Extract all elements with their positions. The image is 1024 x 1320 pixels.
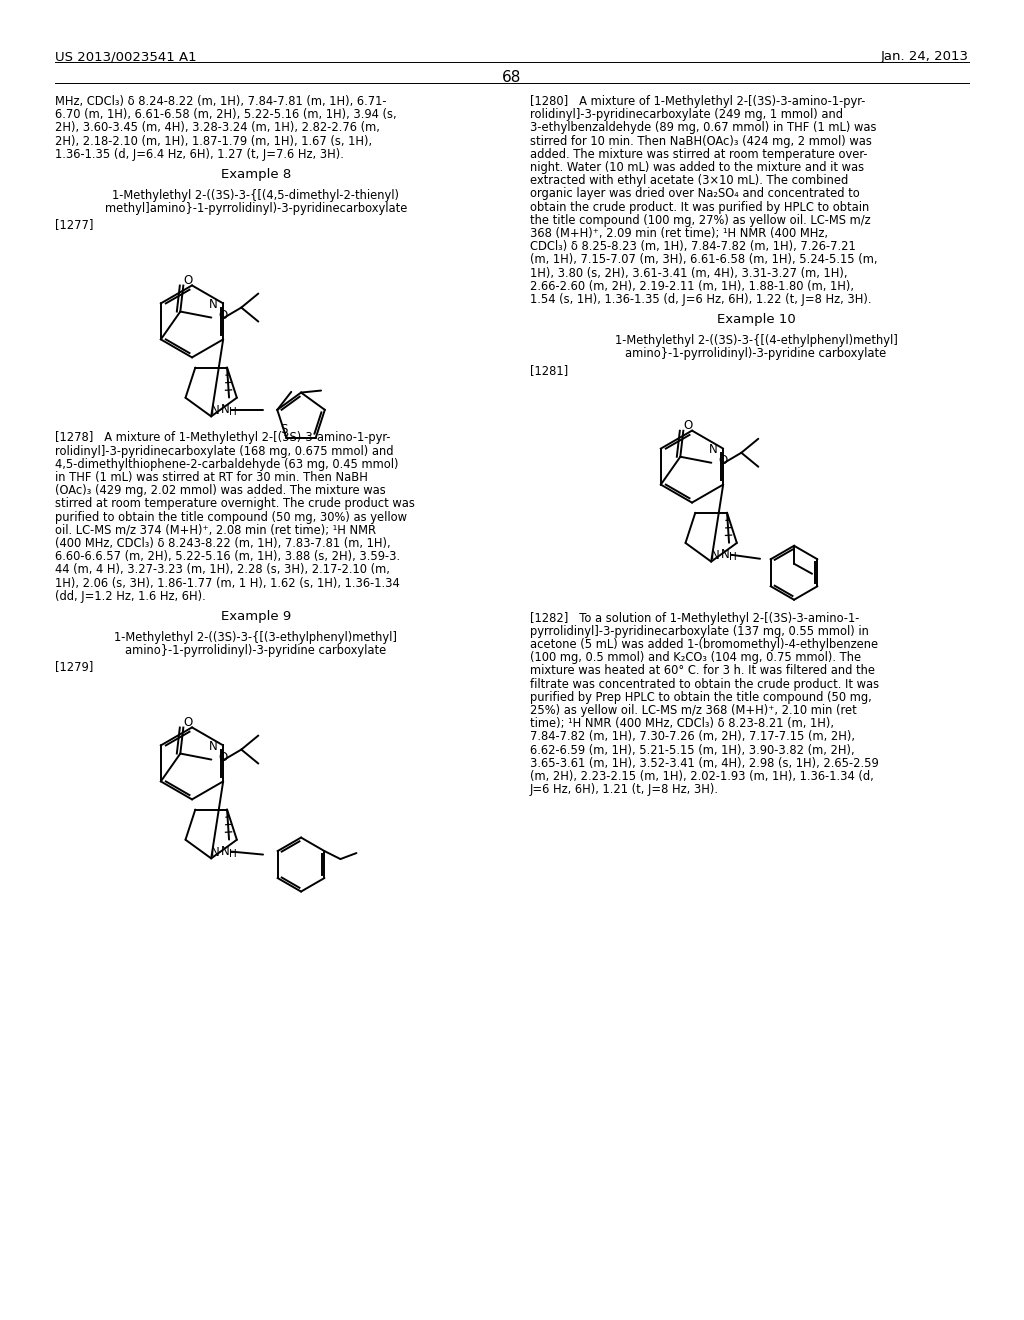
Text: methyl]amino}-1-pyrrolidinyl)-3-pyridinecarboxylate: methyl]amino}-1-pyrrolidinyl)-3-pyridine… xyxy=(104,202,408,215)
Text: [1281]: [1281] xyxy=(530,363,568,376)
Text: 6.70 (m, 1H), 6.61-6.58 (m, 2H), 5.22-5.16 (m, 1H), 3.94 (s,: 6.70 (m, 1H), 6.61-6.58 (m, 2H), 5.22-5.… xyxy=(55,108,396,121)
Text: mixture was heated at 60° C. for 3 h. It was filtered and the: mixture was heated at 60° C. for 3 h. It… xyxy=(530,664,874,677)
Text: rolidinyl]-3-pyridinecarboxylate (168 mg, 0.675 mmol) and: rolidinyl]-3-pyridinecarboxylate (168 mg… xyxy=(55,445,393,458)
Text: 25%) as yellow oil. LC-MS m/z 368 (M+H)⁺, 2.10 min (ret: 25%) as yellow oil. LC-MS m/z 368 (M+H)⁺… xyxy=(530,704,857,717)
Text: 1-Methylethyl 2-((3S)-3-{[(4,5-dimethyl-2-thienyl): 1-Methylethyl 2-((3S)-3-{[(4,5-dimethyl-… xyxy=(113,189,399,202)
Text: organic layer was dried over Na₂SO₄ and concentrated to: organic layer was dried over Na₂SO₄ and … xyxy=(530,187,860,201)
Text: [1277]: [1277] xyxy=(55,218,93,231)
Text: night. Water (10 mL) was added to the mixture and it was: night. Water (10 mL) was added to the mi… xyxy=(530,161,864,174)
Text: N: N xyxy=(221,403,229,416)
Text: H: H xyxy=(229,849,237,858)
Text: J=6 Hz, 6H), 1.21 (t, J=8 Hz, 3H).: J=6 Hz, 6H), 1.21 (t, J=8 Hz, 3H). xyxy=(530,783,719,796)
Text: CDCl₃) δ 8.25-8.23 (m, 1H), 7.84-7.82 (m, 1H), 7.26-7.21: CDCl₃) δ 8.25-8.23 (m, 1H), 7.84-7.82 (m… xyxy=(530,240,856,253)
Text: 3.65-3.61 (m, 1H), 3.52-3.41 (m, 4H), 2.98 (s, 1H), 2.65-2.59: 3.65-3.61 (m, 1H), 3.52-3.41 (m, 4H), 2.… xyxy=(530,756,879,770)
Text: N: N xyxy=(211,404,219,417)
Text: (100 mg, 0.5 mmol) and K₂CO₃ (104 mg, 0.75 mmol). The: (100 mg, 0.5 mmol) and K₂CO₃ (104 mg, 0.… xyxy=(530,651,861,664)
Text: obtain the crude product. It was purified by HPLC to obtain: obtain the crude product. It was purifie… xyxy=(530,201,869,214)
Text: 7.84-7.82 (m, 1H), 7.30-7.26 (m, 2H), 7.17-7.15 (m, 2H),: 7.84-7.82 (m, 1H), 7.30-7.26 (m, 2H), 7.… xyxy=(530,730,855,743)
Text: O: O xyxy=(684,420,693,432)
Text: purified to obtain the title compound (50 mg, 30%) as yellow: purified to obtain the title compound (5… xyxy=(55,511,407,524)
Text: 1.54 (s, 1H), 1.36-1.35 (d, J=6 Hz, 6H), 1.22 (t, J=8 Hz, 3H).: 1.54 (s, 1H), 1.36-1.35 (d, J=6 Hz, 6H),… xyxy=(530,293,871,306)
Text: 2H), 2.18-2.10 (m, 1H), 1.87-1.79 (m, 1H), 1.67 (s, 1H),: 2H), 2.18-2.10 (m, 1H), 1.87-1.79 (m, 1H… xyxy=(55,135,372,148)
Text: (400 MHz, CDCl₃) δ 8.243-8.22 (m, 1H), 7.83-7.81 (m, 1H),: (400 MHz, CDCl₃) δ 8.243-8.22 (m, 1H), 7… xyxy=(55,537,390,550)
Text: [1280]   A mixture of 1-Methylethyl 2-[(3S)-3-amino-1-pyr-: [1280] A mixture of 1-Methylethyl 2-[(3S… xyxy=(530,95,865,108)
Text: 44 (m, 4 H), 3.27-3.23 (m, 1H), 2.28 (s, 3H), 2.17-2.10 (m,: 44 (m, 4 H), 3.27-3.23 (m, 1H), 2.28 (s,… xyxy=(55,564,390,577)
Text: O: O xyxy=(183,715,193,729)
Text: H: H xyxy=(729,552,737,562)
Text: N: N xyxy=(211,846,219,859)
Text: O: O xyxy=(218,751,227,764)
Text: O: O xyxy=(718,454,728,467)
Text: 368 (M+H)⁺, 2.09 min (ret time); ¹H NMR (400 MHz,: 368 (M+H)⁺, 2.09 min (ret time); ¹H NMR … xyxy=(530,227,828,240)
Text: 1H), 3.80 (s, 2H), 3.61-3.41 (m, 4H), 3.31-3.27 (m, 1H),: 1H), 3.80 (s, 2H), 3.61-3.41 (m, 4H), 3.… xyxy=(530,267,848,280)
Text: amino}-1-pyrrolidinyl)-3-pyridine carboxylate: amino}-1-pyrrolidinyl)-3-pyridine carbox… xyxy=(626,347,887,360)
Text: N: N xyxy=(209,741,217,752)
Text: N: N xyxy=(209,298,217,312)
Text: rolidinyl]-3-pyridinecarboxylate (249 mg, 1 mmol) and: rolidinyl]-3-pyridinecarboxylate (249 mg… xyxy=(530,108,843,121)
Text: MHz, CDCl₃) δ 8.24-8.22 (m, 1H), 7.84-7.81 (m, 1H), 6.71-: MHz, CDCl₃) δ 8.24-8.22 (m, 1H), 7.84-7.… xyxy=(55,95,386,108)
Text: H: H xyxy=(229,407,237,417)
Text: Example 10: Example 10 xyxy=(717,313,796,326)
Text: (m, 2H), 2.23-2.15 (m, 1H), 2.02-1.93 (m, 1H), 1.36-1.34 (d,: (m, 2H), 2.23-2.15 (m, 1H), 2.02-1.93 (m… xyxy=(530,770,873,783)
Text: 6.62-6.59 (m, 1H), 5.21-5.15 (m, 1H), 3.90-3.82 (m, 2H),: 6.62-6.59 (m, 1H), 5.21-5.15 (m, 1H), 3.… xyxy=(530,743,855,756)
Text: extracted with ethyl acetate (3×10 mL). The combined: extracted with ethyl acetate (3×10 mL). … xyxy=(530,174,848,187)
Text: US 2013/0023541 A1: US 2013/0023541 A1 xyxy=(55,50,197,63)
Text: 6.60-6.6.57 (m, 2H), 5.22-5.16 (m, 1H), 3.88 (s, 2H), 3.59-3.: 6.60-6.6.57 (m, 2H), 5.22-5.16 (m, 1H), … xyxy=(55,550,400,564)
Text: 4,5-dimethylthiophene-2-carbaldehyde (63 mg, 0.45 mmol): 4,5-dimethylthiophene-2-carbaldehyde (63… xyxy=(55,458,398,471)
Text: time); ¹H NMR (400 MHz, CDCl₃) δ 8.23-8.21 (m, 1H),: time); ¹H NMR (400 MHz, CDCl₃) δ 8.23-8.… xyxy=(530,717,834,730)
Text: 1H), 2.06 (s, 3H), 1.86-1.77 (m, 1 H), 1.62 (s, 1H), 1.36-1.34: 1H), 2.06 (s, 3H), 1.86-1.77 (m, 1 H), 1… xyxy=(55,577,399,590)
Text: N: N xyxy=(721,548,729,561)
Text: 1-Methylethyl 2-((3S)-3-{[(4-ethylphenyl)methyl]: 1-Methylethyl 2-((3S)-3-{[(4-ethylphenyl… xyxy=(614,334,897,347)
Text: O: O xyxy=(183,275,193,286)
Text: [1282]   To a solution of 1-Methylethyl 2-[(3S)-3-amino-1-: [1282] To a solution of 1-Methylethyl 2-… xyxy=(530,611,859,624)
Text: Example 8: Example 8 xyxy=(221,168,291,181)
Text: [1279]: [1279] xyxy=(55,660,93,673)
Text: added. The mixture was stirred at room temperature over-: added. The mixture was stirred at room t… xyxy=(530,148,867,161)
Text: 2H), 3.60-3.45 (m, 4H), 3.28-3.24 (m, 1H), 2.82-2.76 (m,: 2H), 3.60-3.45 (m, 4H), 3.28-3.24 (m, 1H… xyxy=(55,121,380,135)
Text: N: N xyxy=(711,549,720,562)
Text: stirred for 10 min. Then NaBH(OAc)₃ (424 mg, 2 mmol) was: stirred for 10 min. Then NaBH(OAc)₃ (424… xyxy=(530,135,871,148)
Text: [1278]   A mixture of 1-Methylethyl 2-[(3S)-3-amino-1-pyr-: [1278] A mixture of 1-Methylethyl 2-[(3S… xyxy=(55,432,390,445)
Text: (OAc)₃ (429 mg, 2.02 mmol) was added. The mixture was: (OAc)₃ (429 mg, 2.02 mmol) was added. Th… xyxy=(55,484,386,498)
Text: 2.66-2.60 (m, 2H), 2.19-2.11 (m, 1H), 1.88-1.80 (m, 1H),: 2.66-2.60 (m, 2H), 2.19-2.11 (m, 1H), 1.… xyxy=(530,280,854,293)
Text: 1-Methylethyl 2-((3S)-3-{[(3-ethylphenyl)methyl]: 1-Methylethyl 2-((3S)-3-{[(3-ethylphenyl… xyxy=(115,631,397,644)
Text: oil. LC-MS m/z 374 (M+H)⁺, 2.08 min (ret time); ¹H NMR: oil. LC-MS m/z 374 (M+H)⁺, 2.08 min (ret… xyxy=(55,524,376,537)
Text: in THF (1 mL) was stirred at RT for 30 min. Then NaBH: in THF (1 mL) was stirred at RT for 30 m… xyxy=(55,471,368,484)
Text: filtrate was concentrated to obtain the crude product. It was: filtrate was concentrated to obtain the … xyxy=(530,677,880,690)
Text: Example 9: Example 9 xyxy=(221,610,291,623)
Text: purified by Prep HPLC to obtain the title compound (50 mg,: purified by Prep HPLC to obtain the titl… xyxy=(530,690,871,704)
Text: (dd, J=1.2 Hz, 1.6 Hz, 6H).: (dd, J=1.2 Hz, 1.6 Hz, 6H). xyxy=(55,590,206,603)
Text: the title compound (100 mg, 27%) as yellow oil. LC-MS m/z: the title compound (100 mg, 27%) as yell… xyxy=(530,214,870,227)
Text: acetone (5 mL) was added 1-(bromomethyl)-4-ethylbenzene: acetone (5 mL) was added 1-(bromomethyl)… xyxy=(530,638,879,651)
Text: pyrrolidinyl]-3-pyridinecarboxylate (137 mg, 0.55 mmol) in: pyrrolidinyl]-3-pyridinecarboxylate (137… xyxy=(530,624,869,638)
Text: amino}-1-pyrrolidinyl)-3-pyridine carboxylate: amino}-1-pyrrolidinyl)-3-pyridine carbox… xyxy=(125,644,387,657)
Text: 1.36-1.35 (d, J=6.4 Hz, 6H), 1.27 (t, J=7.6 Hz, 3H).: 1.36-1.35 (d, J=6.4 Hz, 6H), 1.27 (t, J=… xyxy=(55,148,344,161)
Text: Jan. 24, 2013: Jan. 24, 2013 xyxy=(881,50,969,63)
Text: 3-ethylbenzaldehyde (89 mg, 0.67 mmol) in THF (1 mL) was: 3-ethylbenzaldehyde (89 mg, 0.67 mmol) i… xyxy=(530,121,877,135)
Text: S: S xyxy=(281,424,288,437)
Text: O: O xyxy=(218,309,227,322)
Text: (m, 1H), 7.15-7.07 (m, 3H), 6.61-6.58 (m, 1H), 5.24-5.15 (m,: (m, 1H), 7.15-7.07 (m, 3H), 6.61-6.58 (m… xyxy=(530,253,878,267)
Text: N: N xyxy=(221,845,229,858)
Text: N: N xyxy=(709,444,718,457)
Text: stirred at room temperature overnight. The crude product was: stirred at room temperature overnight. T… xyxy=(55,498,415,511)
Text: 68: 68 xyxy=(503,70,521,84)
